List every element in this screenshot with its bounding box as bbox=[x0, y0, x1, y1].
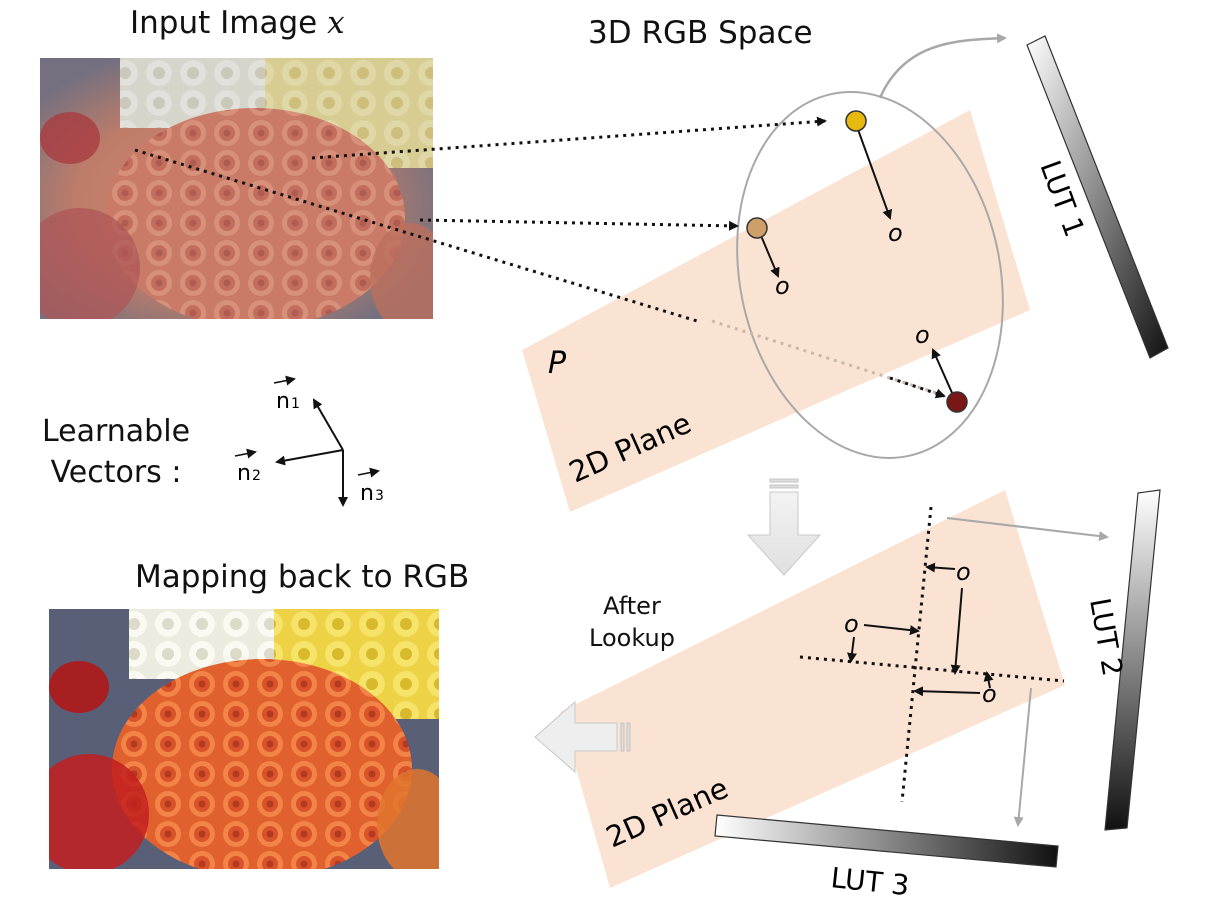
vector-n1-label: n1 bbox=[276, 389, 300, 414]
bottom-plane bbox=[560, 490, 1065, 888]
dotted-line-yellow bbox=[311, 116, 827, 160]
lookup-arrow-3 bbox=[863, 624, 920, 636]
vector-n1-overarrow bbox=[273, 375, 296, 386]
vector-n3-overarrow bbox=[357, 467, 380, 478]
arc-to-lut1 bbox=[878, 33, 1007, 99]
rgb-space-ellipse bbox=[736, 91, 1004, 459]
yellow-point bbox=[845, 110, 867, 132]
vector-n3-label: n3 bbox=[360, 481, 384, 506]
origin-bottom-1: o bbox=[956, 558, 971, 586]
learnable-vectors-label: Learnable Vectors : bbox=[41, 414, 191, 490]
dotted-line-red-end bbox=[889, 376, 946, 399]
output-image bbox=[49, 609, 439, 869]
proj-arrow-yellow bbox=[855, 123, 892, 220]
mapping-back-title: Mapping back to RGB bbox=[135, 559, 470, 595]
after-lookup-label: After Lookup bbox=[589, 592, 675, 653]
lut3-bar bbox=[714, 814, 1059, 868]
lut2-bar bbox=[1104, 489, 1161, 831]
dotted-line-tan bbox=[419, 218, 739, 231]
tan-point bbox=[746, 217, 768, 239]
lookup-arrow-1 bbox=[925, 562, 956, 573]
down-arrow bbox=[746, 478, 822, 576]
vector-n2-label: n2 bbox=[237, 461, 261, 486]
red-point bbox=[946, 391, 968, 413]
proj-arrow-red bbox=[931, 348, 954, 396]
lut2-label: LUT 2 bbox=[1083, 595, 1129, 678]
origin-top-1: o bbox=[888, 219, 903, 247]
input-image-title: Input Image x bbox=[130, 5, 345, 41]
vector-n2 bbox=[275, 449, 344, 466]
arrow-to-lut2 bbox=[946, 517, 1109, 542]
lut1-bar bbox=[1026, 35, 1169, 359]
dotted-line-red-dark bbox=[134, 148, 698, 323]
left-arrow bbox=[534, 700, 631, 774]
proj-arrow-tan bbox=[758, 230, 780, 278]
lookup-arrow-6 bbox=[983, 671, 994, 689]
axis-vertical bbox=[900, 506, 933, 803]
input-image bbox=[40, 58, 433, 319]
dotted-line-red-light bbox=[711, 319, 944, 397]
origin-bottom-3: o bbox=[982, 680, 997, 708]
lookup-arrow-4 bbox=[847, 636, 857, 663]
top-plane bbox=[522, 110, 1030, 512]
lut3-label: LUT 3 bbox=[829, 861, 911, 902]
lookup-arrow-2 bbox=[950, 587, 963, 675]
origin-top-3: o bbox=[915, 321, 930, 349]
origin-bottom-2: o bbox=[844, 610, 859, 638]
origin-top-2: o bbox=[775, 272, 790, 300]
rgb-space-title: 3D RGB Space bbox=[588, 15, 813, 51]
lookup-arrow-5 bbox=[913, 686, 981, 697]
arrow-to-lut3 bbox=[1013, 687, 1032, 827]
vector-n1 bbox=[312, 398, 344, 451]
vector-n2-overarrow bbox=[234, 448, 257, 459]
plane-symbol: P bbox=[548, 346, 567, 381]
